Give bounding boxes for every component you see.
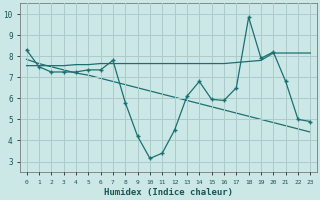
X-axis label: Humidex (Indice chaleur): Humidex (Indice chaleur) (104, 188, 233, 197)
